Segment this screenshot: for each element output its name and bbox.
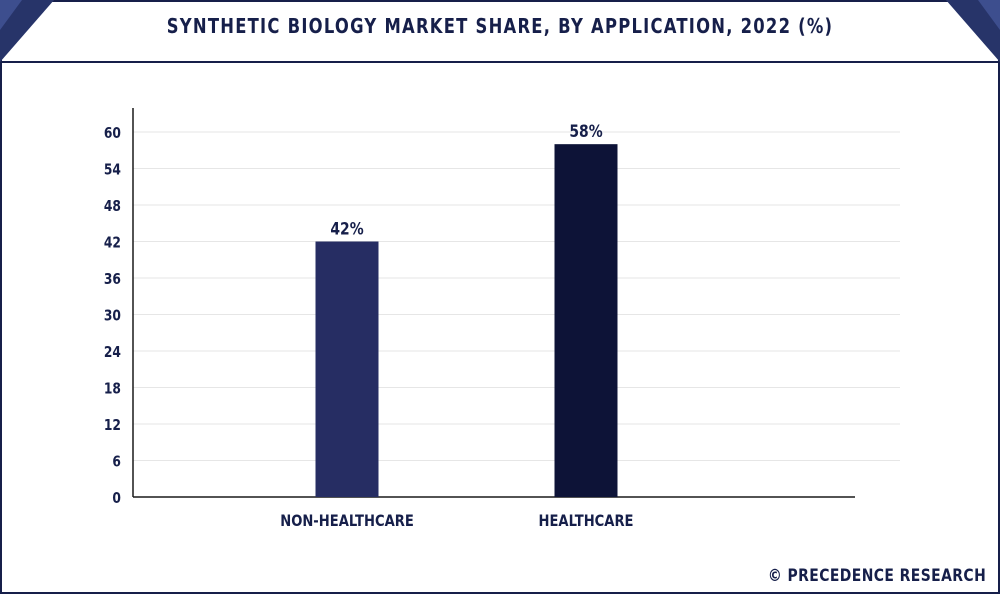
corner-accent-left-dark xyxy=(0,0,54,62)
corner-accent-right-dark xyxy=(946,0,1000,62)
y-tick-label: 24 xyxy=(104,344,121,361)
y-tick-label: 12 xyxy=(104,417,121,434)
bar-non-healthcare xyxy=(315,241,379,497)
x-tick-label: HEALTHCARE xyxy=(538,512,633,531)
y-tick-label: 48 xyxy=(104,198,121,215)
source-credit: © PRECEDENCE RESEARCH xyxy=(767,566,986,586)
y-tick-label: 0 xyxy=(112,490,121,507)
x-tick-label: NON-HEALTHCARE xyxy=(280,512,414,531)
labels: 0 6 12 18 24 30 36 42 48 54 60 42% NON-HEALTHCARE 58%… xyxy=(104,122,634,531)
bar-healthcare xyxy=(554,144,618,497)
bars xyxy=(315,144,618,497)
y-tick-label: 6 xyxy=(112,453,121,470)
data-label: 58% xyxy=(569,122,603,142)
y-tick-label: 30 xyxy=(104,307,121,324)
y-tick-label: 60 xyxy=(104,125,121,142)
chart-title: SYNTHETIC BIOLOGY MARKET SHARE, BY APPLI… xyxy=(166,14,834,38)
axes xyxy=(132,108,855,498)
gridlines xyxy=(133,131,900,461)
y-tick-label: 18 xyxy=(104,380,121,397)
y-tick-label: 54 xyxy=(104,161,121,178)
y-tick-label: 42 xyxy=(104,234,121,251)
data-label: 42% xyxy=(330,219,364,239)
y-tick-label: 36 xyxy=(104,271,121,288)
